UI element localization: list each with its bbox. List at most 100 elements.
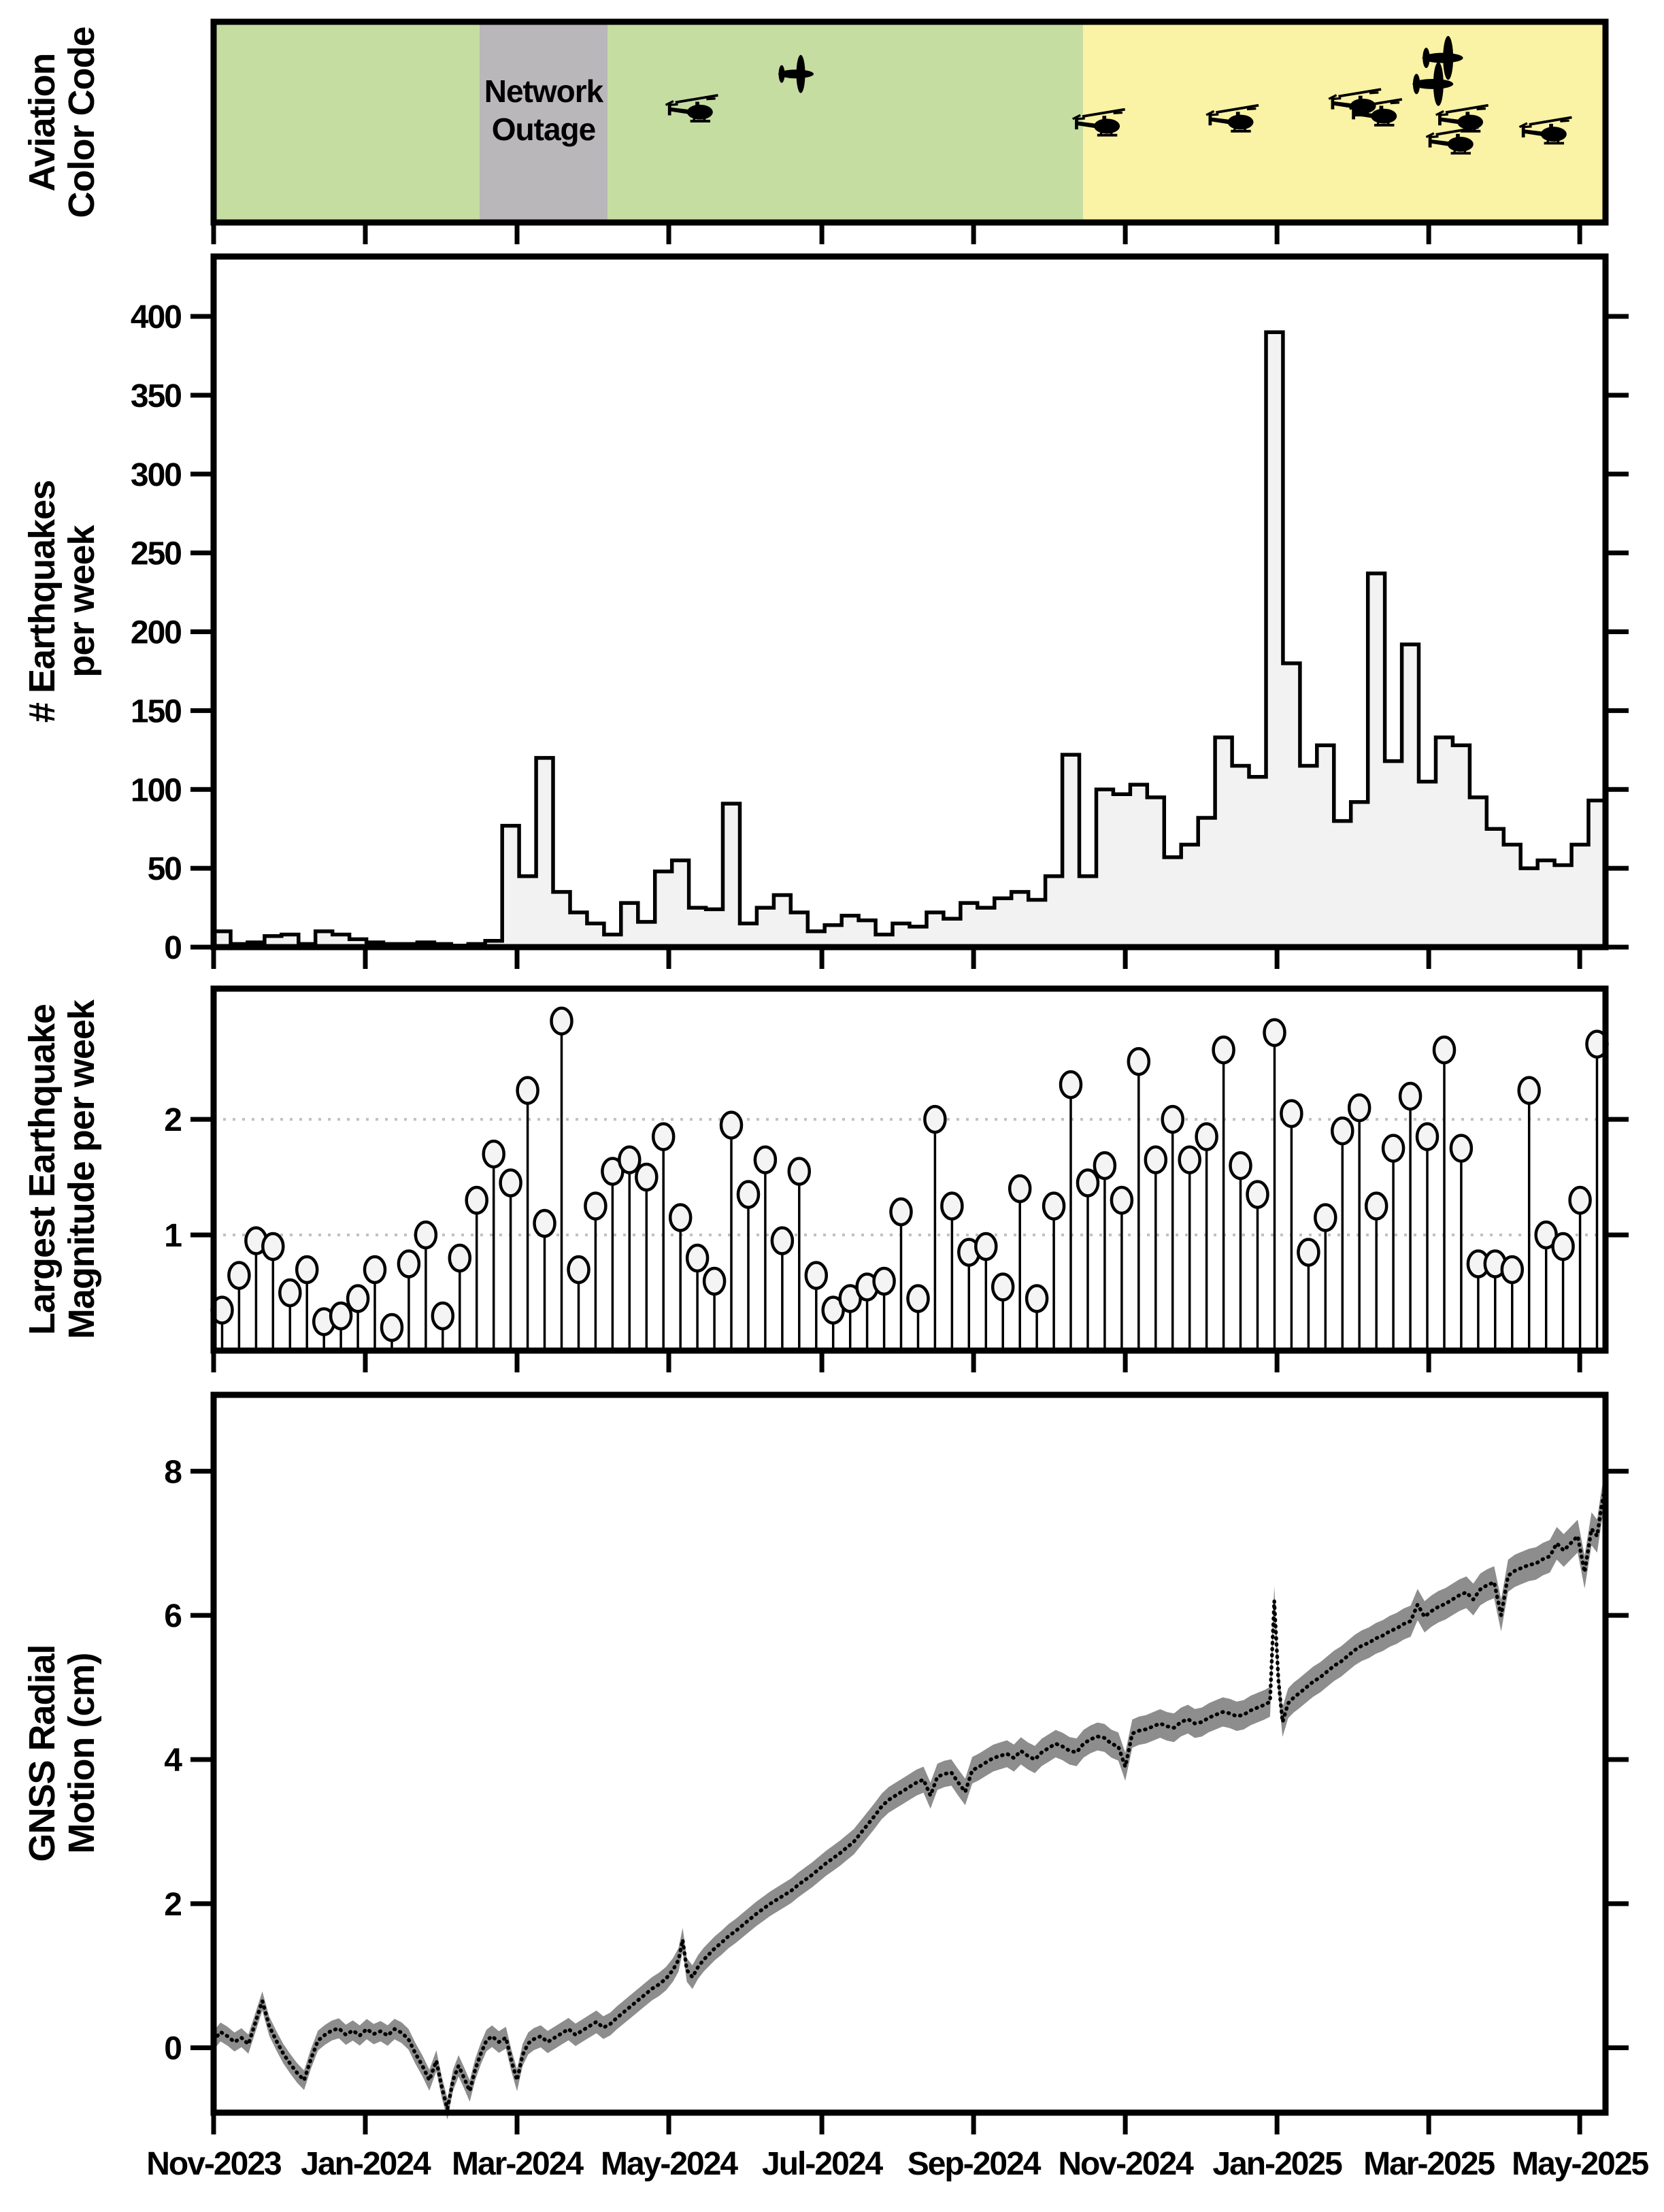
magnitude-marker	[1008, 1174, 1032, 1204]
rotor-blade	[1529, 116, 1572, 126]
magnitude-marker	[1144, 1145, 1168, 1174]
x-tick-label: May-2025	[1512, 2146, 1648, 2182]
magnitude-marker	[1551, 1232, 1575, 1261]
y-tick-label: 250	[131, 536, 181, 572]
magnitude-marker	[1432, 1035, 1457, 1065]
magnitude-marker	[431, 1301, 455, 1331]
magnitude-title-line2: Magnitude per week	[61, 999, 102, 1339]
magnitude-marker	[1212, 1035, 1235, 1065]
skid-strut	[692, 116, 707, 122]
magnitude-marker	[1568, 1185, 1592, 1215]
helicopter-body	[1094, 118, 1120, 134]
magnitude-marker	[1110, 1185, 1134, 1215]
magnitude-marker	[770, 1226, 795, 1255]
magnitude-marker	[1347, 1093, 1371, 1123]
y-tick-label: 0	[164, 2031, 181, 2067]
magnitude-marker	[1398, 1081, 1422, 1111]
magnitude-marker	[1025, 1284, 1049, 1313]
airplane-icon	[1412, 62, 1454, 106]
tail-rotor	[665, 100, 674, 106]
magnitude-marker	[1280, 1099, 1303, 1128]
wings	[1443, 35, 1454, 80]
y-tick-label: 2	[164, 1887, 181, 1923]
magnitude-marker	[1246, 1180, 1269, 1209]
magnitude-marker	[482, 1139, 505, 1169]
magnitude-marker	[1517, 1076, 1541, 1105]
magnitude-marker	[702, 1266, 727, 1296]
magnitude-marker	[1076, 1168, 1100, 1198]
rotor-blade	[1216, 103, 1259, 114]
rotor-blade	[1359, 98, 1403, 108]
magnitude-marker	[1161, 1104, 1184, 1134]
y-tick-label: 100	[131, 772, 181, 808]
magnitude-marker	[1449, 1134, 1474, 1163]
magnitude-marker	[465, 1185, 488, 1215]
helicopter-icon	[1072, 108, 1126, 137]
helicopter-body	[1371, 108, 1397, 124]
magnitude-marker	[872, 1266, 896, 1296]
helicopter-body	[1447, 137, 1474, 152]
earthquakes-title-line1: # Earthquakes	[22, 480, 63, 723]
aviation-segment-yellow	[1082, 22, 1605, 222]
helicopter-icon	[1518, 116, 1572, 145]
skid-strut	[1233, 127, 1247, 132]
magnitude-marker	[295, 1255, 319, 1285]
magnitude-marker	[736, 1180, 761, 1209]
tail-boom	[1523, 129, 1542, 137]
magnitude-marker	[584, 1191, 608, 1221]
magnitude-marker	[719, 1110, 744, 1140]
magnitude-marker	[1042, 1191, 1066, 1221]
magnitude-marker	[380, 1313, 404, 1342]
gnss-panel-border	[210, 1391, 1609, 2116]
magnitude-marker	[668, 1203, 693, 1232]
magnitude-marker	[1314, 1203, 1337, 1232]
y-tick-label: 0	[164, 930, 181, 966]
earthquakes-step-histogram	[212, 330, 1608, 949]
tail-rotor	[1072, 114, 1081, 120]
magnitude-marker	[1127, 1046, 1151, 1076]
magnitude-marker	[1178, 1145, 1201, 1174]
tail-rotor	[1435, 110, 1444, 116]
magnitude-marker	[635, 1162, 659, 1192]
magnitude-panel-border	[210, 985, 1609, 1354]
x-tick-label: Nov-2024	[1058, 2146, 1194, 2182]
magnitude-marker	[567, 1255, 590, 1285]
skid-strut	[1099, 131, 1114, 136]
rotor-blade	[1338, 88, 1382, 98]
magnitude-marker	[1195, 1122, 1218, 1151]
y-tick-label: 1	[164, 1218, 182, 1254]
skid-strut	[1546, 139, 1561, 144]
y-tick-label: 150	[131, 693, 181, 729]
skid-strut	[1452, 149, 1467, 154]
magnitude-marker	[414, 1220, 438, 1250]
tailplane	[1412, 73, 1420, 95]
y-tick-label: 200	[131, 615, 181, 651]
y-tick-label: 2	[164, 1102, 181, 1138]
magnitude-marker	[753, 1145, 778, 1174]
magnitude-marker	[533, 1208, 556, 1238]
y-tick-label: 8	[164, 1454, 182, 1490]
magnitude-marker	[499, 1168, 522, 1198]
rotor-blade	[1445, 103, 1489, 114]
x-tick-label: Jan-2025	[1212, 2146, 1342, 2182]
tail-rotor	[1349, 104, 1359, 110]
magnitude-marker	[804, 1261, 829, 1290]
magnitude-marker	[1415, 1122, 1440, 1151]
magnitude-marker	[227, 1261, 251, 1290]
helicopter-body	[686, 104, 713, 120]
magnitude-marker	[618, 1145, 642, 1174]
rotor-blade	[675, 94, 718, 104]
tailplane	[1422, 48, 1430, 69]
y-tick-label: 300	[131, 457, 181, 493]
x-tick-label: Mar-2025	[1363, 2146, 1495, 2182]
helicopter-body	[1457, 114, 1484, 130]
magnitude-marker	[397, 1249, 421, 1278]
y-tick-label: 6	[164, 1598, 181, 1634]
aviation-color-code-panel-content	[214, 22, 1605, 222]
rotor-blade	[1082, 108, 1126, 118]
aviation-segment-green	[608, 22, 1083, 222]
magnitude-marker	[1297, 1238, 1320, 1267]
magnitude-marker	[651, 1122, 676, 1151]
magnitude-marker	[906, 1284, 930, 1313]
